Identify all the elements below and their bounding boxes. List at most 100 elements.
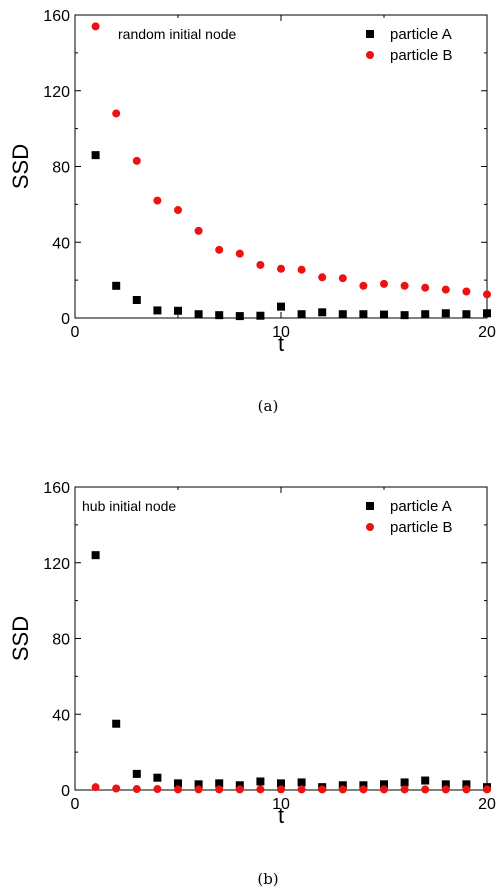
data-point-particle-a (256, 311, 265, 320)
legend-marker-square (366, 502, 374, 510)
data-point-particle-a (235, 312, 244, 321)
data-point-particle-b (153, 196, 162, 205)
data-point-particle-b (112, 784, 121, 793)
y-tick-label: 120 (43, 84, 70, 101)
data-point-particle-b (441, 285, 450, 294)
data-point-particle-a (153, 773, 162, 782)
data-point-particle-a (359, 781, 368, 790)
x-tick-label: 0 (71, 324, 80, 341)
data-point-particle-a (380, 780, 388, 789)
data-point-particle-b (297, 785, 306, 794)
data-point-particle-a (297, 778, 306, 787)
y-tick-label: 0 (61, 783, 70, 800)
data-point-particle-a (359, 310, 368, 319)
data-point-particle-b (483, 290, 491, 299)
data-point-particle-a (277, 302, 285, 311)
legend-label: particle A (390, 498, 452, 515)
data-point-particle-b (400, 281, 409, 290)
plot-annotation: hub initial node (82, 498, 176, 514)
data-point-particle-b (380, 785, 388, 794)
data-point-particle-b (215, 245, 224, 254)
legend-label: particle B (390, 47, 453, 64)
data-point-particle-b (112, 109, 121, 118)
y-axis-label: SSD (8, 144, 33, 189)
data-point-particle-a (91, 551, 100, 560)
data-point-particle-b (132, 785, 141, 794)
data-point-particle-b (338, 274, 347, 283)
data-point-particle-b (277, 264, 285, 273)
data-point-particle-a (338, 310, 347, 319)
data-point-particle-b (318, 273, 327, 282)
x-tick-label: 20 (478, 796, 496, 813)
data-point-particle-a (112, 719, 121, 728)
data-point-particle-b (91, 783, 100, 792)
legend-marker-circle (366, 523, 374, 531)
data-point-particle-a (421, 310, 430, 319)
y-tick-label: 40 (52, 707, 70, 724)
data-point-particle-a (400, 311, 409, 320)
data-point-particle-a (174, 779, 182, 788)
data-point-particle-b (153, 785, 162, 794)
data-point-particle-a (277, 779, 285, 788)
y-tick-label: 160 (43, 8, 70, 25)
x-tick-label: 0 (71, 796, 80, 813)
y-axis-label: SSD (8, 616, 33, 661)
data-point-particle-b (338, 785, 347, 794)
data-point-particle-b (483, 785, 491, 794)
data-point-particle-b (441, 785, 450, 794)
data-point-particle-b (359, 281, 368, 290)
data-point-particle-a (380, 310, 388, 319)
data-point-particle-a (421, 776, 430, 785)
x-tick-label: 10 (272, 796, 290, 813)
y-tick-label: 160 (43, 480, 70, 497)
data-point-particle-b (400, 785, 409, 794)
chart-panel-a: 0 40 80 120 160 0 10 20 t SSD random initial node p… (8, 8, 496, 356)
data-point-particle-a (132, 769, 141, 778)
chart-panel-b: 0 40 80 120 160 0 10 20 t SSD hub initial node part… (8, 480, 496, 828)
data-point-particle-b (318, 785, 327, 794)
data-point-particle-b (380, 279, 388, 288)
legend-marker-square (366, 30, 374, 38)
data-point-particle-a (297, 310, 306, 319)
x-axis-label: t (278, 803, 284, 828)
data-point-particle-b (194, 226, 203, 235)
data-point-particle-a (215, 779, 224, 788)
data-point-particle-b (462, 785, 471, 794)
data-point-particle-b (194, 785, 203, 794)
data-point-particle-a (483, 309, 491, 318)
data-point-particle-b (235, 785, 244, 794)
legend-label: particle B (390, 519, 453, 536)
data-point-particle-b (277, 785, 285, 794)
data-point-particle-a (194, 780, 203, 789)
y-tick-label: 80 (52, 632, 70, 649)
data-point-particle-a (318, 308, 327, 317)
data-point-particle-a (174, 306, 182, 315)
plot-annotation: random initial node (118, 26, 237, 42)
x-tick-label: 20 (478, 324, 496, 341)
figure-caption: (b) (257, 870, 278, 888)
data-point-particle-b (132, 156, 141, 165)
y-tick-label: 0 (61, 311, 70, 328)
data-point-particle-a (462, 780, 471, 789)
figure-caption: (a) (258, 397, 279, 415)
y-tick-label: 80 (52, 160, 70, 177)
data-point-particle-b (421, 283, 430, 292)
data-point-particle-b (174, 206, 182, 215)
data-point-particle-b (256, 260, 265, 269)
y-tick-label: 40 (52, 235, 70, 252)
data-point-particle-a (400, 778, 409, 787)
data-point-particle-a (215, 311, 224, 320)
data-point-particle-a (235, 781, 244, 790)
data-point-particle-a (194, 310, 203, 319)
data-point-particle-b (359, 785, 368, 794)
legend-marker-circle (366, 51, 374, 59)
data-point-particle-a (441, 780, 450, 789)
data-point-particle-a (91, 151, 100, 160)
data-point-particle-b (421, 785, 430, 794)
data-point-particle-a (441, 309, 450, 318)
data-point-particle-b (215, 785, 224, 794)
data-point-particle-a (338, 781, 347, 790)
data-point-particle-a (153, 306, 162, 315)
x-tick-label: 10 (272, 324, 290, 341)
